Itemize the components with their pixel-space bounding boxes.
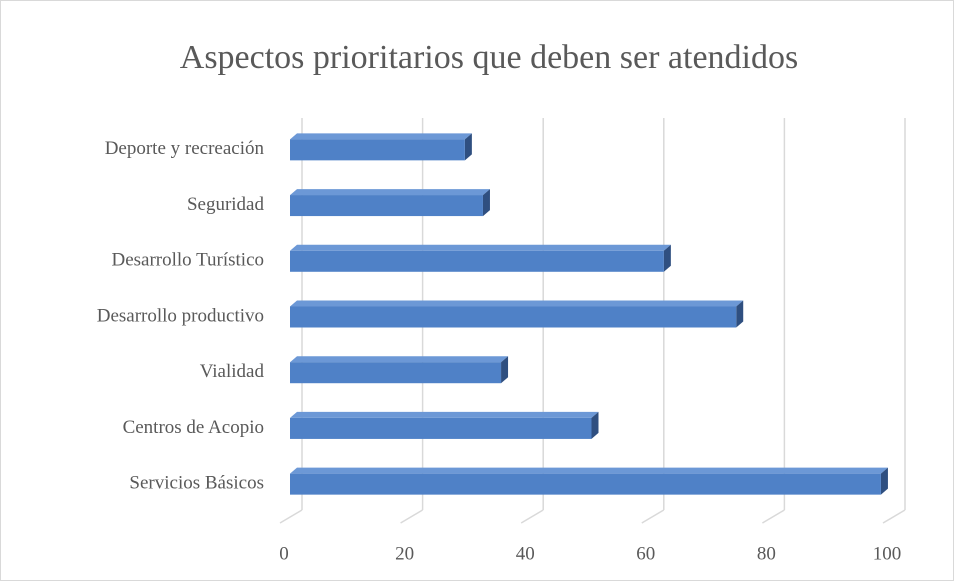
floor-line bbox=[641, 509, 665, 524]
chart-title: Aspectos prioritarios que deben ser aten… bbox=[180, 39, 798, 76]
y-tick-label: Servicios Básicos bbox=[129, 473, 264, 494]
floor-line bbox=[762, 509, 785, 524]
bar bbox=[290, 306, 737, 328]
bar-side bbox=[464, 133, 472, 161]
y-tick-label: Vialidad bbox=[200, 361, 265, 382]
y-tick-label: Desarrollo Turístico bbox=[111, 250, 264, 271]
bar-top bbox=[290, 356, 509, 363]
bar-top bbox=[290, 411, 599, 418]
y-tick-label: Seguridad bbox=[187, 194, 265, 215]
bar-side bbox=[663, 244, 671, 272]
x-tick-label: 60 bbox=[636, 543, 655, 564]
y-tick-label: Desarrollo productivo bbox=[97, 305, 264, 326]
y-tick-label: Centros de Acopio bbox=[123, 417, 264, 438]
bar bbox=[290, 362, 502, 384]
bar-side bbox=[880, 467, 888, 495]
x-tick-label: 80 bbox=[757, 543, 776, 564]
bar-top bbox=[290, 467, 888, 474]
bar-side bbox=[482, 189, 490, 217]
bar-side bbox=[736, 300, 744, 328]
bar-top bbox=[290, 300, 744, 307]
bar bbox=[290, 195, 483, 217]
floor-line bbox=[400, 509, 423, 524]
bar bbox=[290, 250, 664, 272]
y-tick-label: Deporte y recreación bbox=[105, 138, 265, 159]
floor-line bbox=[520, 509, 544, 524]
x-tick-label: 40 bbox=[516, 543, 535, 564]
floor-line bbox=[882, 509, 906, 524]
bar-side bbox=[501, 356, 509, 384]
bar-side bbox=[591, 411, 599, 439]
x-tick-label: 20 bbox=[395, 543, 414, 564]
x-tick-label: 100 bbox=[873, 543, 902, 564]
bar-top bbox=[290, 244, 671, 251]
bar bbox=[290, 139, 465, 161]
bar bbox=[290, 417, 592, 439]
bar-top bbox=[290, 189, 490, 196]
x-tick-label: 0 bbox=[279, 543, 289, 564]
bar-top bbox=[290, 133, 472, 140]
floor-line bbox=[279, 509, 303, 524]
bar bbox=[290, 473, 881, 495]
